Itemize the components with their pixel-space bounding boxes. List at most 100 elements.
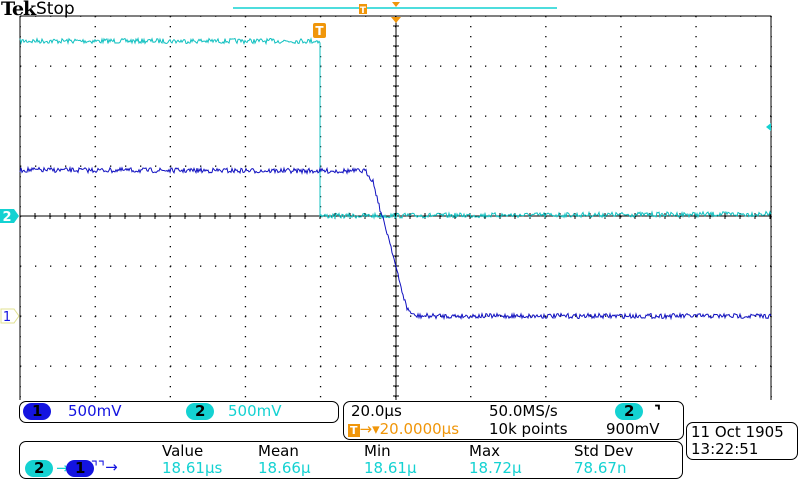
grid-dot — [620, 15, 622, 17]
grid-dot — [500, 365, 502, 367]
grid-dot — [650, 365, 652, 367]
grid-dot — [695, 286, 697, 288]
grid-dot — [545, 46, 547, 48]
trigger-level-icon — [766, 123, 771, 131]
grid-dot — [200, 265, 202, 267]
grid-dot — [140, 15, 142, 17]
grid-dot — [169, 206, 171, 208]
grid-dot — [620, 396, 622, 398]
grid-dot — [170, 15, 172, 17]
grid-dot — [620, 176, 622, 178]
grid-dot — [319, 56, 322, 58]
grid-dot — [545, 315, 547, 317]
grid-dot — [395, 96, 397, 98]
grid-dot — [275, 265, 277, 267]
trigger-source-badge[interactable]: 2 — [615, 403, 644, 420]
grid-dot — [695, 56, 697, 58]
grid-dot — [575, 365, 577, 367]
grid-dot — [65, 265, 67, 267]
grid-dot — [695, 115, 697, 117]
grid-dot — [575, 265, 577, 267]
grid-dot — [19, 156, 21, 158]
grid-dot — [590, 65, 592, 67]
grid-dot — [500, 215, 502, 217]
grid-dot — [590, 365, 592, 367]
grid-dot — [230, 265, 232, 267]
grid-dot — [710, 215, 712, 217]
grid-dot — [485, 365, 487, 367]
grid-dot — [770, 196, 772, 198]
grid-dot — [545, 176, 547, 178]
grid-dot — [725, 165, 727, 167]
grid-dot — [169, 76, 171, 78]
grid-dot — [244, 306, 247, 308]
grid-dot — [95, 315, 97, 317]
grid-dot — [395, 186, 397, 188]
grid-dot — [335, 365, 337, 367]
measurement-panel[interactable]: 2 → 1 ⌝⌝→ Value Mean Min Max Std Dev 18.… — [19, 441, 683, 479]
grid-dot — [94, 346, 96, 348]
grid-dot — [19, 306, 21, 308]
grid-dot — [215, 15, 217, 17]
grid-dot — [545, 26, 547, 28]
grid-dot — [244, 86, 247, 88]
grid-dot — [19, 256, 21, 258]
grid-dot — [245, 265, 247, 267]
ch1-badge[interactable]: 1 — [23, 403, 52, 420]
grid-dot — [19, 206, 21, 208]
ch2-badge[interactable]: 2 — [186, 403, 215, 420]
grid-dot — [110, 315, 112, 317]
graticule — [19, 15, 772, 400]
time-scale[interactable]: 20.0µs — [351, 402, 402, 420]
grid-dot — [770, 36, 772, 38]
grid-dot — [19, 346, 21, 348]
grid-dot — [545, 265, 547, 267]
grid-dot — [395, 356, 397, 358]
grid-dot — [319, 236, 322, 238]
trigger-level[interactable]: 900mV — [606, 420, 660, 438]
grid-dot — [320, 265, 322, 267]
grid-dot — [635, 15, 637, 17]
grid-dot — [770, 165, 772, 167]
grid-dot — [395, 56, 397, 58]
grid-dot — [320, 315, 322, 317]
grid-dot — [245, 215, 247, 217]
grid-dot — [545, 156, 547, 158]
grid-dot — [395, 246, 397, 248]
grid-dot — [740, 65, 742, 67]
grid-dot — [94, 206, 96, 208]
grid-dot — [20, 265, 22, 267]
grid-dot — [94, 296, 96, 298]
grid-dot — [230, 115, 232, 117]
grid-dot — [110, 15, 112, 17]
grid-dot — [125, 265, 127, 267]
grid-dot — [470, 276, 472, 278]
grid-dot — [244, 386, 247, 388]
grid-dot — [230, 315, 232, 317]
grid-dot — [140, 115, 142, 117]
ch1-scale[interactable]: 500mV — [68, 402, 122, 420]
trigger-delay[interactable]: T →▾20.0000µs — [348, 420, 460, 438]
grid-dot — [470, 146, 472, 148]
grid-dot — [770, 26, 772, 28]
ch2-scale[interactable]: 500mV — [228, 402, 282, 420]
grid-dot — [395, 256, 397, 258]
grid-dot — [755, 265, 757, 267]
grid-dot — [665, 115, 667, 117]
grid-dot — [200, 315, 202, 317]
grid-dot — [545, 226, 547, 228]
grid-dot — [365, 65, 367, 67]
grid-dot — [545, 256, 547, 258]
grid-dot — [319, 146, 322, 148]
grid-dot — [395, 106, 397, 108]
grid-dot — [770, 146, 772, 148]
grid-dot — [395, 306, 397, 308]
grid-dot — [94, 126, 96, 128]
grid-dot — [545, 86, 547, 88]
grid-dot — [215, 265, 217, 267]
grid-dot — [335, 315, 337, 317]
grid-dot — [94, 336, 96, 338]
grid-dot — [695, 356, 697, 358]
grid-dot — [275, 315, 277, 317]
delay-marker-icon: T — [348, 424, 360, 437]
